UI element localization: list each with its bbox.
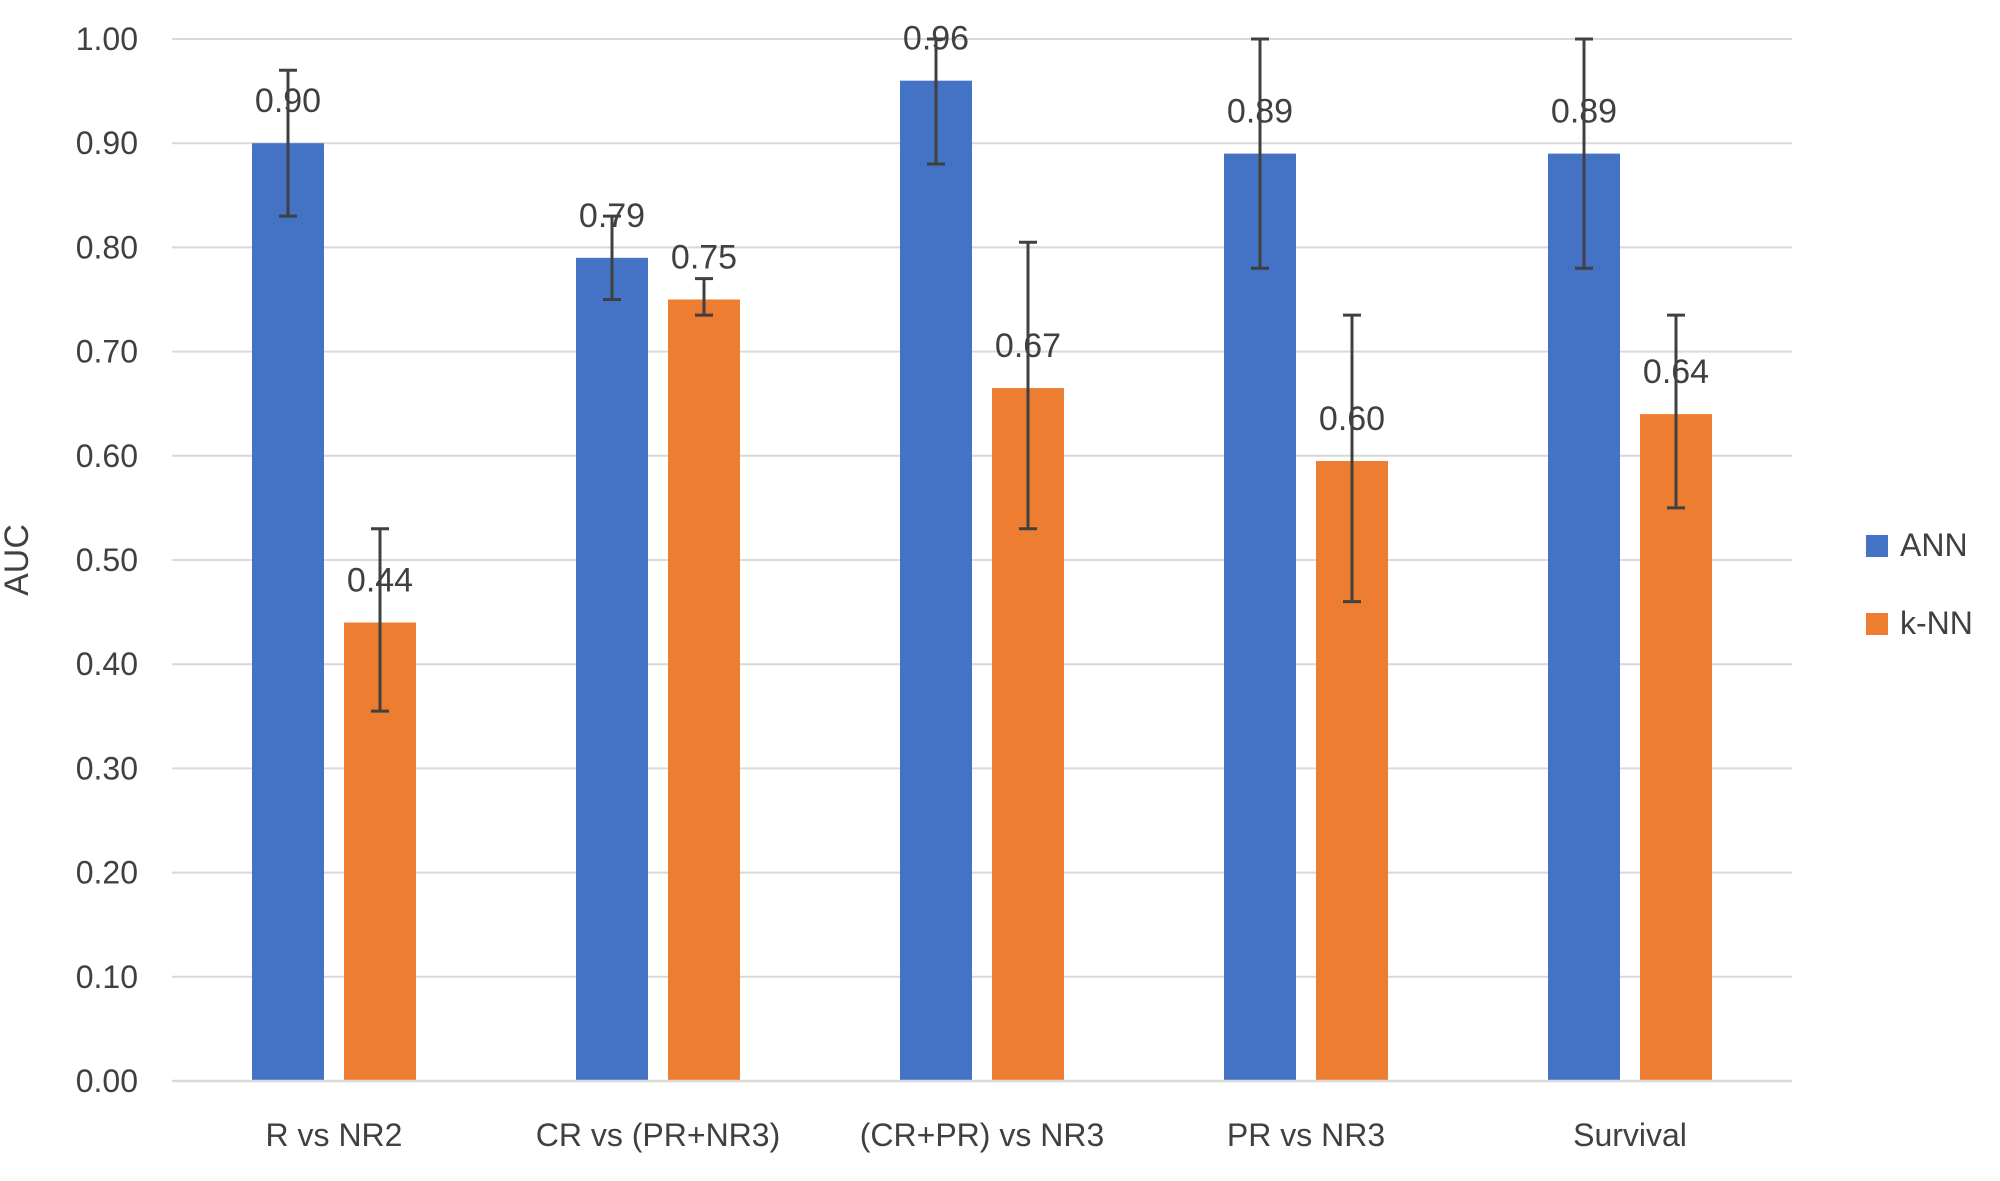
error-bar: [371, 527, 389, 713]
y-tick-label: 0.50: [76, 542, 138, 578]
gridlines: [172, 38, 1792, 978]
legend: ANN k-NN: [1866, 527, 1973, 641]
data-label: 0.96: [903, 20, 969, 58]
axes: 0.00 0.10 0.20 0.30 0.40 0.50 0.60 0.70 0.80 0.90…: [76, 21, 1792, 1153]
error-bar: [1667, 313, 1685, 510]
error-bar: [279, 68, 297, 218]
data-label: 0.90: [255, 82, 321, 120]
legend-label-ann: ANN: [1900, 527, 1968, 563]
legend-swatch-k-nn: [1866, 613, 1888, 635]
y-tick-label: 1.00: [76, 21, 138, 57]
bar-k-nn: [668, 299, 740, 1081]
data-label: 0.89: [1227, 93, 1293, 131]
y-tick-label: 0.00: [76, 1063, 138, 1099]
data-label: 0.67: [995, 327, 1061, 365]
bars: [252, 80, 1712, 1082]
legend-swatch-ann: [1866, 535, 1888, 557]
y-tick-label: 0.10: [76, 959, 138, 995]
error-bar: [603, 214, 621, 301]
error-bar: [1019, 240, 1037, 531]
y-tick-label: 0.80: [76, 229, 138, 265]
bar-ann: [1548, 153, 1620, 1081]
data-label: 0.44: [347, 562, 413, 600]
bar-ann: [252, 143, 324, 1081]
error-bar: [1251, 37, 1269, 270]
data-label: 0.64: [1643, 353, 1709, 391]
x-tick-label: PR vs NR3: [1227, 1117, 1385, 1153]
data-label: 0.60: [1319, 400, 1385, 438]
y-tick-label: 0.20: [76, 855, 138, 891]
data-label: 0.89: [1551, 93, 1617, 131]
error-bar: [1575, 37, 1593, 270]
y-axis-title: AUC: [0, 524, 36, 596]
x-tick-label: (CR+PR) vs NR3: [860, 1117, 1104, 1153]
error-bar: [695, 277, 713, 317]
data-label: 0.75: [671, 239, 737, 277]
x-tick-label: Survival: [1573, 1117, 1687, 1153]
bar-ann: [576, 257, 648, 1081]
data-labels: 0.90 0.44 0.79 0.75 0.96 0.67 0.89 0.60 0.89 0.64: [255, 20, 1709, 600]
bar-ann: [1224, 153, 1296, 1081]
y-tick-label: 0.70: [76, 334, 138, 370]
y-tick-label: 0.40: [76, 646, 138, 682]
error-bars: [279, 37, 1685, 713]
x-tick-label: R vs NR2: [266, 1117, 403, 1153]
y-tick-label: 0.30: [76, 750, 138, 786]
error-bar: [1343, 313, 1361, 604]
data-label: 0.79: [579, 197, 645, 235]
error-bar: [927, 37, 945, 166]
bar-k-nn: [1640, 414, 1712, 1081]
y-tick-label: 0.60: [76, 438, 138, 474]
y-tick-label: 0.90: [76, 125, 138, 161]
x-tick-label: CR vs (PR+NR3): [536, 1117, 780, 1153]
legend-label-k-nn: k-NN: [1900, 605, 1973, 641]
bar-ann: [900, 80, 972, 1082]
